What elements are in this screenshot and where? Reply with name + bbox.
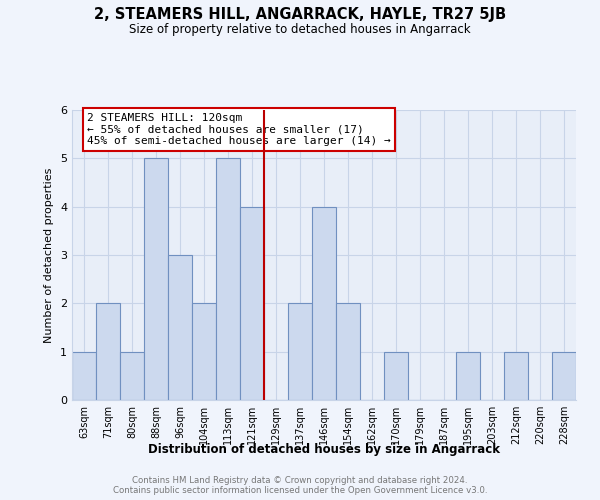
Bar bbox=[552, 352, 576, 400]
Bar bbox=[144, 158, 168, 400]
Bar bbox=[168, 255, 192, 400]
Bar bbox=[312, 206, 336, 400]
Bar bbox=[336, 304, 360, 400]
Bar bbox=[96, 304, 120, 400]
Text: Distribution of detached houses by size in Angarrack: Distribution of detached houses by size … bbox=[148, 442, 500, 456]
Bar bbox=[240, 206, 264, 400]
Bar bbox=[504, 352, 528, 400]
Y-axis label: Number of detached properties: Number of detached properties bbox=[44, 168, 55, 342]
Bar bbox=[120, 352, 144, 400]
Bar bbox=[456, 352, 480, 400]
Bar bbox=[216, 158, 240, 400]
Text: 2, STEAMERS HILL, ANGARRACK, HAYLE, TR27 5JB: 2, STEAMERS HILL, ANGARRACK, HAYLE, TR27… bbox=[94, 8, 506, 22]
Bar bbox=[384, 352, 408, 400]
Text: Size of property relative to detached houses in Angarrack: Size of property relative to detached ho… bbox=[129, 22, 471, 36]
Text: 2 STEAMERS HILL: 120sqm
← 55% of detached houses are smaller (17)
45% of semi-de: 2 STEAMERS HILL: 120sqm ← 55% of detache… bbox=[87, 113, 391, 146]
Bar bbox=[288, 304, 312, 400]
Text: Contains HM Land Registry data © Crown copyright and database right 2024.
Contai: Contains HM Land Registry data © Crown c… bbox=[113, 476, 487, 495]
Bar bbox=[192, 304, 216, 400]
Bar bbox=[72, 352, 96, 400]
